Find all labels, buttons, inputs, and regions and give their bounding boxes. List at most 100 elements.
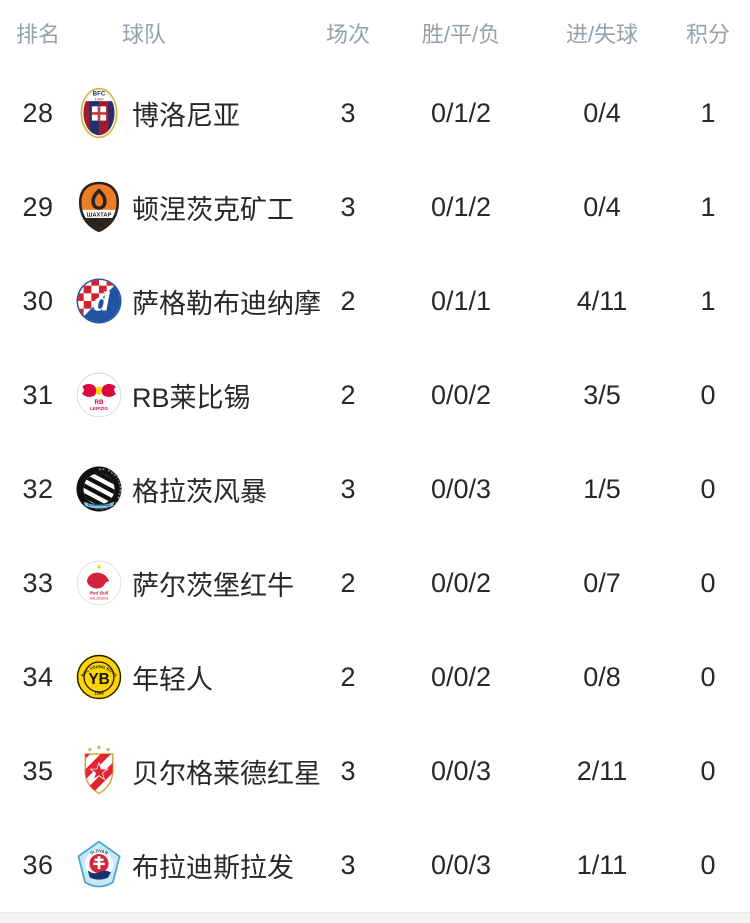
team-cell: SLOVAN BRATISLAVA 布拉迪斯拉发: [76, 836, 300, 894]
table-row[interactable]: 28 BFC 1909 博洛尼亚 3 0/1/2 0/4 1: [0, 66, 750, 160]
svg-text:1909: 1909: [95, 96, 105, 101]
wdl-value: 0/0/2: [430, 379, 492, 410]
shakhtar-donetsk-crest-icon: ШАХТАР: [76, 178, 122, 236]
rank-value: 35: [22, 755, 54, 786]
team-name: 萨尔茨堡红牛: [132, 570, 294, 601]
dinamo-zagreb-crest-icon: d: [76, 272, 122, 330]
table-row[interactable]: 35 ★ ★ ★ 贝尔格莱德红星 3 0/0/3 2/11 0: [0, 724, 750, 818]
team-cell: BSC YOUNG BOYS YB 1898 年轻人: [76, 648, 300, 706]
wdl-value: 0/0/2: [430, 567, 492, 598]
goals-value: 0/8: [583, 661, 621, 692]
header-wdl: 胜/平/负: [421, 22, 501, 47]
team-name: RB莱比锡: [132, 382, 251, 413]
team-name: 格拉茨风暴: [132, 476, 267, 507]
team-name: 博洛尼亚: [132, 100, 240, 131]
played-value: 2: [340, 379, 356, 410]
sturm-graz-crest-icon: SK PUNTIGAMER STURM GRAZ STURMGRAZ: [76, 460, 122, 518]
table-row[interactable]: 31 RB LEIPZIG RB莱比锡 2 0/0/2 3/5 0: [0, 348, 750, 442]
goals-value: 1/5: [583, 473, 621, 504]
svg-text:SALZBURG: SALZBURG: [90, 596, 109, 600]
played-value: 3: [340, 191, 356, 222]
team-cell: SK PUNTIGAMER STURM GRAZ STURMGRAZ 格拉茨风暴: [76, 460, 300, 518]
svg-text:YB: YB: [88, 671, 109, 688]
team-name: 顿涅茨克矿工: [132, 194, 294, 225]
red-star-belgrade-crest-icon: ★ ★ ★: [76, 742, 122, 800]
svg-text:1898: 1898: [94, 691, 104, 696]
svg-text:★: ★: [96, 744, 102, 751]
played-value: 3: [340, 849, 356, 880]
svg-text:ШАХТАР: ШАХТАР: [87, 212, 112, 218]
rank-value: 29: [22, 191, 54, 222]
team-cell: BFC 1909 博洛尼亚: [76, 84, 300, 142]
played-value: 3: [340, 473, 356, 504]
table-row[interactable]: 36 SLOVAN BRATISLAVA 布拉迪斯拉发 3 0/0/3 1/11…: [0, 818, 750, 912]
points-value: 0: [700, 755, 716, 786]
bottom-divider: [0, 912, 750, 923]
wdl-value: 0/0/3: [430, 755, 492, 786]
played-value: 3: [340, 755, 356, 786]
goals-value: 0/4: [583, 97, 621, 128]
goals-value: 3/5: [583, 379, 621, 410]
svg-text:STURMGRAZ: STURMGRAZ: [88, 503, 110, 507]
team-cell: Red Bull SALZBURG 萨尔茨堡红牛: [76, 554, 300, 612]
rank-value: 34: [22, 661, 54, 692]
slovan-bratislava-crest-icon: SLOVAN BRATISLAVA: [76, 836, 122, 894]
team-cell: ★ ★ ★ 贝尔格莱德红星: [76, 742, 321, 800]
table-row[interactable]: 34 BSC YOUNG BOYS YB 1898 年轻人 2 0/0/2 0/…: [0, 630, 750, 724]
points-value: 0: [700, 849, 716, 880]
rank-value: 36: [22, 849, 54, 880]
goals-value: 0/7: [583, 567, 621, 598]
svg-text:★: ★: [105, 746, 111, 753]
goals-value: 0/4: [583, 191, 621, 222]
points-value: 1: [700, 97, 716, 128]
goals-value: 1/11: [576, 849, 628, 880]
table-row[interactable]: 30 d 萨格勒布迪纳摩 2 0/1/1 4/11 1: [0, 254, 750, 348]
points-value: 0: [700, 379, 716, 410]
header-goals: 进/失球: [565, 22, 639, 47]
rank-value: 30: [22, 285, 54, 316]
table-row[interactable]: 29 ШАХТАР 顿涅茨克矿工 3 0/1/2 0/4 1: [0, 160, 750, 254]
svg-text:Red Bull: Red Bull: [90, 591, 109, 596]
wdl-value: 0/0/2: [430, 661, 492, 692]
team-cell: ШАХТАР 顿涅茨克矿工: [76, 178, 300, 236]
rb-leipzig-crest-icon: RB LEIPZIG: [76, 366, 122, 424]
table-body: 28 BFC 1909 博洛尼亚 3 0/1/2 0/4 1 29: [0, 66, 750, 912]
goals-value: 2/11: [576, 755, 628, 786]
rank-value: 28: [22, 97, 54, 128]
wdl-value: 0/1/2: [430, 191, 492, 222]
team-name: 布拉迪斯拉发: [132, 852, 294, 883]
svg-text:BRATISLAVA: BRATISLAVA: [88, 873, 110, 880]
team-name: 萨格勒布迪纳摩: [132, 288, 321, 319]
wdl-value: 0/0/3: [430, 473, 492, 504]
header-rank: 排名: [15, 22, 60, 47]
wdl-value: 0/1/2: [430, 97, 492, 128]
team-cell: RB LEIPZIG RB莱比锡: [76, 366, 300, 424]
svg-text:RB: RB: [95, 399, 104, 406]
team-cell: d 萨格勒布迪纳摩: [76, 272, 321, 330]
goals-value: 4/11: [576, 285, 628, 316]
rank-value: 31: [22, 379, 54, 410]
rb-salzburg-crest-icon: Red Bull SALZBURG: [76, 554, 122, 612]
header-team: 球队: [122, 22, 167, 47]
table-row[interactable]: 33 Red Bull SALZBURG 萨尔茨堡红牛 2 0/0/2 0/7 …: [0, 536, 750, 630]
played-value: 3: [340, 97, 356, 128]
team-name: 年轻人: [132, 664, 213, 695]
points-value: 0: [700, 473, 716, 504]
played-value: 2: [340, 661, 356, 692]
points-value: 1: [700, 191, 716, 222]
played-value: 2: [340, 285, 356, 316]
svg-text:LEIPZIG: LEIPZIG: [90, 406, 108, 411]
points-value: 0: [700, 661, 716, 692]
svg-text:BFC: BFC: [93, 91, 106, 98]
wdl-value: 0/0/3: [430, 849, 492, 880]
bologna-crest-icon: BFC 1909: [76, 84, 122, 142]
wdl-value: 0/1/1: [430, 285, 492, 316]
team-name: 贝尔格莱德红星: [132, 758, 321, 789]
rank-value: 33: [22, 567, 54, 598]
svg-text:★: ★: [87, 746, 93, 753]
header-played: 场次: [325, 22, 370, 47]
points-value: 1: [700, 285, 716, 316]
table-row[interactable]: 32 SK PUNTIGAMER STURM GRAZ STURMGRAZ 格拉…: [0, 442, 750, 536]
svg-text:d: d: [93, 288, 110, 317]
